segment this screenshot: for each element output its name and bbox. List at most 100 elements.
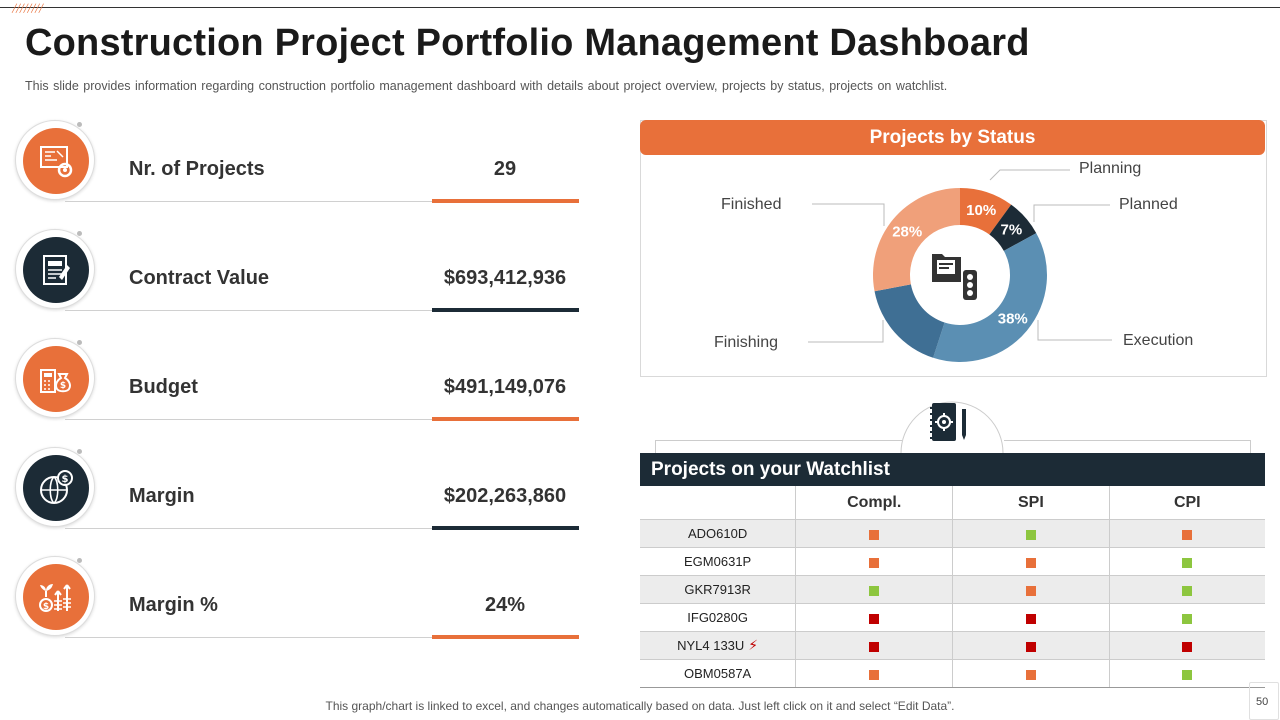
kpi-label: Nr. of Projects (129, 158, 265, 180)
kpi-value: $491,149,076 (443, 376, 567, 398)
spi-status-cell (952, 631, 1110, 660)
alert-bolt-icon: ⚡ (748, 637, 759, 654)
blueprint-gear-icon (23, 128, 89, 194)
project-id: GKR7913R (684, 582, 751, 597)
kpi-label: Margin % (129, 594, 218, 616)
table-row: OBM0587A (640, 659, 1265, 688)
compl-status-cell (795, 659, 953, 688)
kpi-value: $693,412,936 (443, 267, 567, 289)
cpi-status-indicator (1182, 557, 1193, 568)
project-id: NYL4 133U (677, 637, 745, 653)
cpi-status-cell (1108, 659, 1265, 688)
compl-status-indicator (869, 529, 880, 540)
table-row: EGM0631P (640, 547, 1265, 576)
contract-document-icon (23, 237, 89, 303)
page-subtitle: This slide provides information regardin… (25, 79, 948, 93)
callout-execution: Execution (1123, 332, 1194, 349)
notebook-gear-icon (930, 403, 966, 441)
project-id-cell: GKR7913R (640, 575, 796, 604)
project-id: EGM0631P (684, 554, 752, 569)
svg-text:$: $ (43, 602, 49, 612)
table-row: IFG0280G (640, 603, 1265, 632)
table-row: ADO610D (640, 519, 1265, 548)
project-id-cell: OBM0587A (640, 659, 796, 688)
watchlist-icon-badge (900, 385, 1004, 454)
kpi-label: Margin (129, 485, 195, 507)
connector-right (1004, 440, 1251, 455)
spi-status-cell (952, 659, 1110, 688)
compl-status-cell (795, 603, 953, 632)
cpi-status-cell (1108, 575, 1265, 604)
project-id-cell: EGM0631P (640, 547, 796, 576)
cpi-status-cell (1108, 519, 1265, 548)
globe-dollar-icon: $ (23, 455, 89, 521)
project-id: IFG0280G (687, 610, 748, 625)
compl-status-indicator (869, 669, 880, 680)
callout-planning: Planning (1079, 160, 1142, 177)
project-id-cell: NYL4 133U ⚡ (640, 631, 796, 660)
kpi-label: Contract Value (129, 267, 270, 289)
callout-finishing: Finishing (714, 334, 779, 351)
spi-status-indicator (1025, 529, 1036, 540)
project-id: ADO610D (687, 526, 748, 541)
kpi-underline (432, 635, 579, 639)
page-number: 50 (1256, 696, 1269, 708)
kpi-value: 24% (484, 594, 526, 616)
project-id-cell: IFG0280G (640, 603, 796, 632)
spi-status-indicator (1025, 557, 1036, 568)
spi-status-cell (952, 547, 1110, 576)
table-row: GKR7913R (640, 575, 1265, 604)
compl-status-indicator (869, 557, 880, 568)
project-id: OBM0587A (684, 666, 752, 681)
kpi-underline (432, 199, 579, 203)
cpi-status-cell (1108, 547, 1265, 576)
kpi-budget: $ Budget $491,149,076 (15, 338, 585, 428)
cpi-status-indicator (1182, 529, 1193, 540)
svg-text:$: $ (62, 474, 69, 485)
column-header-compl: Compl. (795, 486, 953, 520)
spi-status-cell (952, 519, 1110, 548)
status-panel-title: Projects by Status (640, 120, 1265, 155)
kpi-margin: $ Margin $202,263,860 (15, 447, 585, 537)
spi-status-indicator (1025, 641, 1036, 652)
calculator-money-bag-icon: $ (23, 346, 89, 412)
compl-status-cell (795, 631, 953, 660)
cpi-status-cell (1108, 631, 1265, 660)
corner-decoration: ╱╱╱╱╱╱╱╱ (12, 4, 44, 13)
column-header-id (640, 486, 796, 520)
project-id-cell: ADO610D (640, 519, 796, 548)
page-title: Construction Project Portfolio Managemen… (25, 22, 1030, 64)
column-header-spi: SPI (952, 486, 1110, 520)
cpi-status-cell (1108, 603, 1265, 632)
cpi-status-indicator (1182, 585, 1193, 596)
connector-left (655, 440, 902, 455)
compl-status-cell (795, 575, 953, 604)
callout-finished: Finished (721, 196, 782, 213)
cpi-status-indicator (1182, 641, 1193, 652)
growth-coins-icon: $ (23, 564, 89, 630)
spi-status-indicator (1025, 585, 1036, 596)
compl-status-indicator (869, 641, 880, 652)
spi-status-indicator (1025, 669, 1036, 680)
compl-status-cell (795, 519, 953, 548)
spi-status-cell (952, 603, 1110, 632)
kpi-value: 29 (493, 158, 517, 180)
kpi-nr-of-projects: Nr. of Projects 29 (15, 120, 585, 210)
compl-status-indicator (869, 585, 880, 596)
kpi-underline (432, 417, 579, 421)
watchlist-title: Projects on your Watchlist (640, 453, 1265, 486)
kpi-underline (432, 526, 579, 530)
spi-status-cell (952, 575, 1110, 604)
compl-status-indicator (869, 613, 880, 624)
kpi-underline (432, 308, 579, 312)
svg-text:$: $ (60, 381, 66, 391)
watchlist-table: Compl. SPI CPI ADO610D EGM0631P GKR7913R IF… (640, 486, 1265, 688)
kpi-label: Budget (129, 376, 198, 398)
kpi-value: $202,263,860 (443, 485, 567, 507)
kpi-contract-value: Contract Value $693,412,936 (15, 229, 585, 319)
callout-planned: Planned (1119, 196, 1178, 213)
cpi-status-indicator (1182, 669, 1193, 680)
cpi-status-indicator (1182, 613, 1193, 624)
kpi-margin-percent: $ Margin % 24% (15, 556, 585, 646)
compl-status-cell (795, 547, 953, 576)
